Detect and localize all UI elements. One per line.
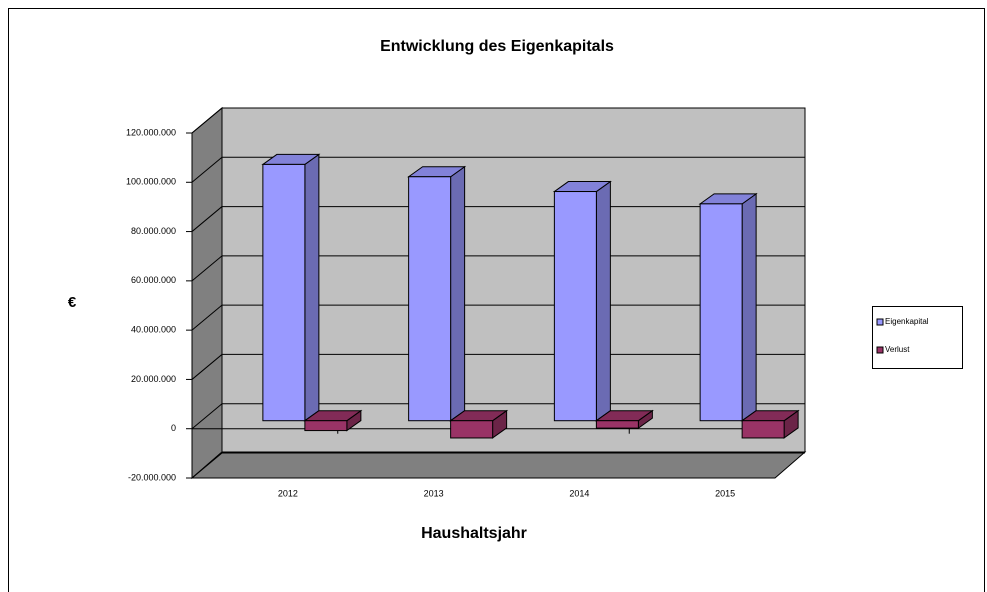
y-axis-title: € [68,294,77,311]
bar-front [408,176,452,422]
x-tick-label: 2013 [424,488,444,498]
bar-front [262,163,306,422]
grid-line [191,156,223,183]
bar-side [450,165,466,422]
grid-line [191,255,223,282]
legend-items: Eigenkapital Verlust [876,317,929,354]
bar-side [304,153,320,422]
x-tick-label: 2014 [569,488,589,498]
grid-line [191,354,223,380]
y-tick-label: 40.000.000 [131,325,176,335]
x-axis-title: Haushaltsjahr [421,525,527,542]
bar-side [741,192,757,422]
bar [552,180,612,422]
y-tick-label: 60.000.000 [131,275,176,285]
bar-side [595,180,611,422]
legend-label: Eigenkapital [885,317,929,326]
bar-front [699,203,743,422]
legend [872,306,963,369]
y-tick-label: 80.000.000 [131,226,176,236]
bar [449,409,509,439]
x-tick-label: 2012 [278,488,298,498]
x-tick-label: 2015 [715,488,735,498]
grid-line [191,206,223,232]
grid-line [191,107,223,134]
bar [740,409,800,439]
y-tick-label: 20.000.000 [131,374,176,384]
chart-title: Entwicklung des Eigenkapitals [380,38,614,55]
legend-label: Verlust [885,345,910,354]
bar-front [450,420,494,439]
y-tick-label: 100.000.000 [126,177,176,187]
bar-front [741,420,785,439]
legend-swatch [876,346,884,354]
grid-line [191,403,223,430]
bar-front [553,191,597,422]
y-tick-label: 120.000.000 [126,127,176,137]
floor [190,451,807,479]
bar [261,153,321,422]
legend-swatch [876,318,884,326]
bar [407,165,467,422]
bar [303,409,363,432]
bar-front [595,420,639,429]
bar-front [304,420,348,432]
y-tick-label: 0 [171,423,176,433]
grid-line [191,304,223,331]
bar [594,409,654,430]
y-tick-label: -20.000.000 [128,472,176,482]
grid-line [191,452,223,479]
side-wall [191,106,223,480]
bar [698,192,758,422]
